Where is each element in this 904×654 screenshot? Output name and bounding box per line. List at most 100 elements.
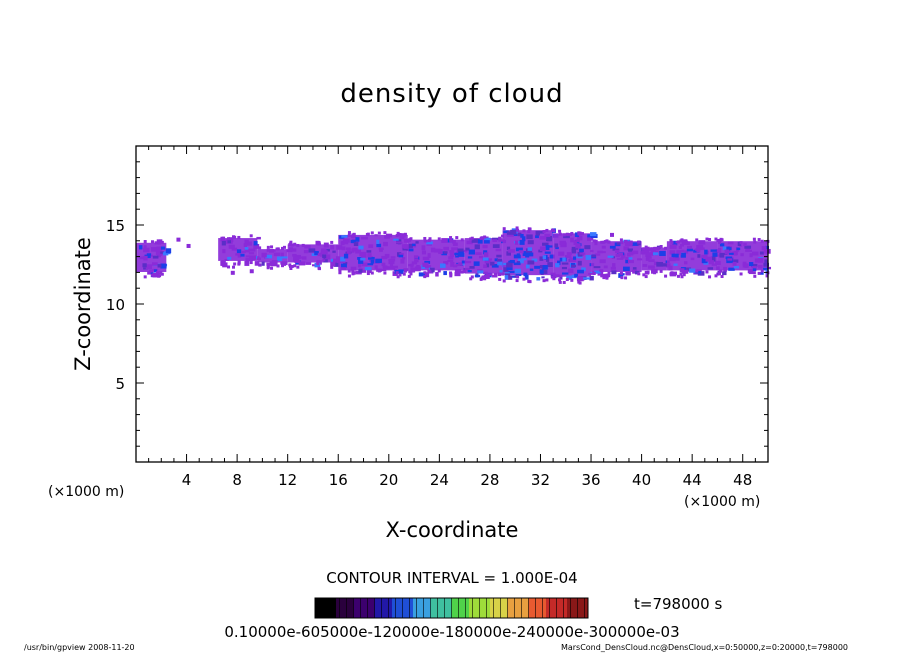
- time-label: t=798000 s: [634, 595, 722, 613]
- x-tick-label: 16: [329, 471, 348, 489]
- colorbar-swatch: [423, 598, 428, 618]
- colorbar-swatch: [336, 598, 340, 618]
- x-tick-label: 8: [232, 471, 242, 489]
- cloud-speck: [230, 270, 235, 275]
- colorbar-swatch: [406, 598, 410, 618]
- colorbar-swatch: [521, 598, 526, 618]
- colorbar-swatch: [395, 598, 400, 618]
- colorbar-swatch: [434, 598, 438, 618]
- colorbar-swatch: [504, 598, 508, 618]
- colorbar-swatch: [507, 598, 512, 618]
- x-tick-labels: 4 8 12 16 20 24 28 32 36 40 44 48: [182, 471, 752, 489]
- x-tick-label: 12: [278, 471, 297, 489]
- colorbar-swatch: [532, 598, 536, 618]
- colorbar-swatch: [500, 598, 505, 618]
- y-tick-label: 10: [106, 296, 125, 314]
- cloud-speck: [186, 243, 191, 248]
- colorbar-swatch: [378, 598, 382, 618]
- x-tick-label: 40: [632, 471, 651, 489]
- colorbar-swatch: [339, 598, 344, 618]
- colorbar-swatch: [367, 598, 372, 618]
- colorbar-swatch: [427, 598, 431, 618]
- y-tick-labels: 5 10 15: [106, 217, 125, 393]
- colorbar-swatch: [416, 598, 421, 618]
- colorbar-swatch: [371, 598, 375, 618]
- x-unit-label-left: (×1000 m): [48, 484, 124, 500]
- colorbar-swatch: [549, 598, 554, 618]
- colorbar-swatch: [584, 598, 589, 618]
- colorbar-swatch: [476, 598, 480, 618]
- colorbar-swatch: [437, 598, 442, 618]
- cloud-field: [136, 226, 772, 285]
- colorbar-tick-labels: 0.10000e-605000e-120000e-180000e-240000e…: [224, 623, 679, 641]
- colorbar-swatch: [556, 598, 561, 618]
- cloud-band: [407, 236, 470, 279]
- colorbar-swatch: [486, 598, 491, 618]
- cloud-band: [641, 244, 671, 279]
- colorbar-swatch: [518, 598, 522, 618]
- cloud-speck: [610, 232, 614, 237]
- colorbar-swatch: [444, 598, 449, 618]
- x-tick-label: 28: [480, 471, 499, 489]
- colorbar-swatch: [465, 598, 470, 618]
- cloud-band: [591, 238, 648, 280]
- colorbar-swatch: [318, 598, 323, 618]
- colorbar-swatch: [392, 598, 396, 618]
- cloud-band: [717, 237, 772, 279]
- cloud-band: [218, 234, 261, 269]
- colorbar-swatch: [402, 598, 407, 618]
- cloud-band: [666, 237, 722, 279]
- y-tick-label: 15: [106, 217, 125, 235]
- colorbar-swatch: [388, 598, 393, 618]
- colorbar-swatch: [553, 598, 557, 618]
- contour-interval-label: CONTOUR INTERVAL = 1.000E-04: [326, 569, 577, 587]
- x-axis-label: X-coordinate: [386, 518, 519, 542]
- colorbar-swatch: [420, 598, 424, 618]
- colorbar-swatch: [451, 598, 456, 618]
- colorbar-swatch: [364, 598, 368, 618]
- colorbar-swatch: [315, 598, 319, 618]
- colorbar-swatch: [483, 598, 487, 618]
- cloud-band: [287, 240, 343, 271]
- colorbar-swatch: [525, 598, 529, 618]
- x-unit-label-right: (×1000 m): [684, 494, 760, 510]
- colorbar-swatch: [560, 598, 564, 618]
- colorbar-swatch: [385, 598, 389, 618]
- colorbar-swatch: [332, 598, 337, 618]
- cloud-band: [136, 239, 172, 279]
- footer-left: /usr/bin/gpview 2008-11-20: [24, 643, 135, 652]
- colorbar-swatch: [448, 598, 452, 618]
- cloud-band: [338, 231, 413, 279]
- x-tick-label: 48: [733, 471, 752, 489]
- colorbar-swatch: [469, 598, 473, 618]
- colorbar-swatch: [535, 598, 540, 618]
- chart-title: density of cloud: [340, 79, 563, 109]
- colorbar-swatch: [343, 598, 347, 618]
- colorbar-swatch: [490, 598, 494, 618]
- colorbar-swatch: [472, 598, 477, 618]
- cloud-band: [553, 229, 598, 285]
- colorbar-swatch: [493, 598, 498, 618]
- cloud-band: [502, 226, 559, 284]
- colorbar-swatch: [325, 598, 330, 618]
- x-tick-label: 44: [683, 471, 702, 489]
- colorbar-swatch: [542, 598, 547, 618]
- colorbar-swatch: [462, 598, 466, 618]
- colorbar-frame: [314, 597, 589, 619]
- colorbar-swatch: [577, 598, 582, 618]
- colorbar-swatch: [539, 598, 543, 618]
- colorbar-swatch: [374, 598, 379, 618]
- x-tick-label: 4: [182, 471, 192, 489]
- x-tick-label: 24: [430, 471, 449, 489]
- colorbar-swatch: [455, 598, 459, 618]
- cloud-speck: [315, 240, 320, 245]
- colorbar-swatch: [528, 598, 533, 618]
- colorbar-swatch: [563, 598, 568, 618]
- colorbar-swatch: [441, 598, 445, 618]
- colorbar-swatch: [581, 598, 585, 618]
- cloud-band: [464, 234, 507, 281]
- colorbar-swatch: [567, 598, 571, 618]
- colorbar-swatch: [357, 598, 361, 618]
- colorbar-swatch: [511, 598, 515, 618]
